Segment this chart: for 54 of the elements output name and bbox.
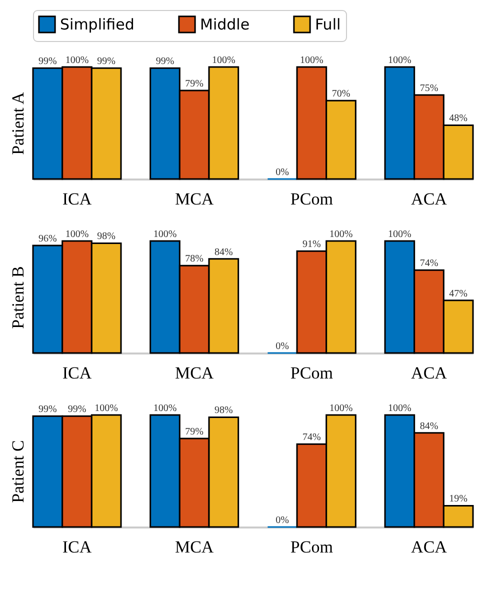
data-label: 70% (332, 88, 350, 100)
x-tick-label: PCom (290, 190, 333, 208)
legend-label: Simplified (60, 15, 134, 34)
data-label: 48% (449, 113, 468, 124)
x-tick-label: ACA (411, 364, 448, 382)
x-tick-label: ACA (411, 190, 448, 208)
data-label: 100% (388, 55, 412, 66)
data-label: 100% (329, 229, 353, 240)
data-label: 99% (156, 56, 174, 68)
legend-label: Full (315, 15, 341, 34)
x-tick-label: ACA (411, 538, 448, 556)
y-axis-title: Patient C (8, 440, 28, 503)
data-label: 100% (388, 403, 412, 414)
legend-label: Middle (200, 15, 250, 34)
x-tick-label: MCA (174, 538, 214, 556)
data-label: 100% (65, 55, 89, 66)
data-label: 84% (420, 420, 438, 432)
data-label: 79% (185, 426, 204, 438)
y-axis-title: Patient B (8, 266, 28, 329)
data-label: 98% (97, 231, 116, 242)
data-label: 99% (68, 404, 86, 416)
data-label: 99% (97, 56, 116, 68)
data-label: 100% (94, 403, 118, 414)
x-tick-label: ICA (62, 190, 92, 208)
data-label: 79% (185, 78, 204, 90)
data-label: 100% (300, 55, 324, 66)
data-label: 100% (329, 403, 353, 414)
data-label: 0% (276, 341, 290, 352)
data-label: 0% (276, 515, 290, 526)
data-label: 100% (153, 229, 177, 240)
x-tick-label: PCom (290, 364, 333, 382)
x-tick-label: PCom (290, 538, 333, 556)
data-label: 99% (38, 56, 57, 68)
data-label: 100% (65, 229, 89, 240)
data-label: 99% (38, 404, 57, 416)
data-label: 91% (302, 239, 321, 250)
x-tick-label: ICA (62, 364, 92, 382)
x-tick-label: ICA (62, 538, 92, 556)
data-label: 19% (449, 494, 468, 505)
data-label: 78% (185, 254, 204, 265)
data-label: 100% (388, 229, 412, 240)
x-tick-label: MCA (174, 190, 214, 208)
data-label: 98% (214, 405, 233, 416)
data-label: 84% (214, 246, 233, 258)
data-label: 74% (302, 432, 321, 444)
data-label: 47% (449, 288, 468, 300)
data-label: 100% (212, 55, 236, 66)
data-label: 74% (420, 258, 438, 270)
data-label: 0% (276, 167, 290, 178)
data-label: 100% (153, 403, 177, 414)
data-label: 75% (420, 83, 438, 94)
x-tick-label: MCA (174, 364, 214, 382)
data-label: 96% (38, 233, 57, 244)
y-axis-title: Patient A (8, 91, 28, 155)
